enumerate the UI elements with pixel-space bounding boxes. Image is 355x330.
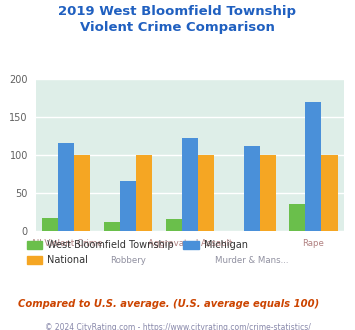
Legend: West Bloomfield Township, National, Michigan: West Bloomfield Township, National, Mich…: [23, 236, 252, 269]
Text: Rape: Rape: [302, 239, 324, 248]
Text: Murder & Mans...: Murder & Mans...: [215, 256, 289, 265]
Bar: [75, 155, 91, 231]
Bar: [58, 143, 75, 231]
Text: 2019 West Bloomfield Township
Violent Crime Comparison: 2019 West Bloomfield Township Violent Cr…: [59, 5, 296, 34]
Bar: [120, 181, 136, 231]
Bar: [166, 219, 182, 231]
Text: All Violent Crime: All Violent Crime: [31, 239, 102, 248]
Bar: [244, 146, 260, 231]
Bar: [136, 155, 152, 231]
Bar: [42, 218, 58, 231]
Text: Compared to U.S. average. (U.S. average equals 100): Compared to U.S. average. (U.S. average …: [18, 299, 319, 309]
Bar: [260, 155, 276, 231]
Text: © 2024 CityRating.com - https://www.cityrating.com/crime-statistics/: © 2024 CityRating.com - https://www.city…: [45, 323, 310, 330]
Bar: [305, 102, 322, 231]
Bar: [322, 155, 338, 231]
Text: Robbery: Robbery: [110, 256, 146, 265]
Bar: [198, 155, 214, 231]
Bar: [289, 204, 305, 231]
Text: Aggravated Assault: Aggravated Assault: [148, 239, 232, 248]
Bar: [182, 138, 198, 231]
Bar: [104, 222, 120, 231]
